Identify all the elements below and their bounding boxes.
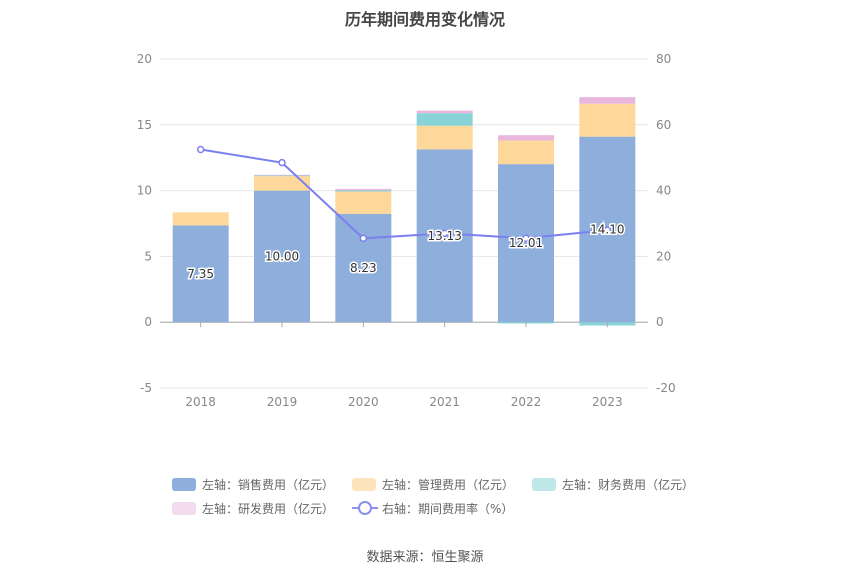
bar-admin-2019 [254, 176, 310, 191]
bar-rnd-2021 [416, 110, 473, 114]
legend-label-rate: 右轴：期间费用率（%） [382, 501, 514, 516]
bar-rnd-2023 [579, 97, 636, 104]
rate-point-2023 [603, 226, 612, 234]
data-label-2019: 10.00 [265, 249, 299, 263]
rate-point-2018 [196, 145, 205, 154]
bar-sales-2022 [498, 164, 554, 323]
legend-label-admin: 左轴：管理费用（亿元） [382, 477, 515, 492]
legend-label-finance: 左轴：财务费用（亿元） [562, 477, 695, 492]
legend-item-finance[interactable]: 左轴：财务费用（亿元） [532, 476, 694, 493]
bar-finance-2019 [254, 175, 310, 177]
x-tick-label: 2021 [429, 395, 460, 409]
right-tick-label: 60 [656, 118, 671, 132]
bar-finance-2021 [416, 113, 473, 126]
left-tick-label: 0 [144, 315, 152, 329]
chart-canvas: -5 0 5 10 15 20 -20 0 20 40 60 80 2018 2019 2020 2021 20… [137, 52, 676, 409]
x-tick-label: 2020 [348, 395, 379, 409]
x-tick-label: 2019 [267, 395, 298, 409]
left-tick-label: 20 [137, 52, 152, 66]
chart-title: 历年期间费用变化情况 [344, 10, 505, 29]
bar-sales-2020 [335, 213, 392, 323]
rate-point-2021 [440, 229, 449, 238]
legend: 左轴：销售费用（亿元） 左轴：管理费用（亿元） 左轴：财务费用（亿元） 左轴：研… [172, 472, 694, 520]
legend-label-rnd: 左轴：研发费用（亿元） [202, 501, 335, 516]
right-tick-label: 0 [656, 315, 664, 329]
left-tick-label: 15 [137, 118, 152, 132]
legend-label-sales: 左轴：销售费用（亿元） [202, 477, 335, 492]
legend-swatch-admin [352, 477, 377, 491]
bar-admin-2018 [172, 212, 229, 226]
x-tick-label: 2022 [511, 395, 542, 409]
bar-admin-2021 [416, 125, 473, 150]
bar-admin-2020 [335, 191, 392, 214]
rate-point-2022 [522, 234, 530, 243]
data-source: 数据来源：恒生聚源 [366, 550, 484, 565]
rate-point-2019 [278, 158, 286, 167]
legend-item-sales[interactable]: 左轴：销售费用（亿元） [172, 476, 334, 493]
bar-rnd-2019 [254, 174, 310, 176]
bar-rnd-2020 [335, 188, 392, 191]
right-tick-label: -20 [656, 381, 676, 395]
left-tick-label: 5 [144, 249, 152, 263]
legend-swatch-sales [172, 477, 196, 491]
right-tick-label: 20 [656, 249, 671, 263]
bar-rnd-2022 [498, 135, 554, 141]
legend-swatch-rnd [172, 501, 196, 515]
legend-swatch-rate [352, 501, 379, 515]
left-tick-label: 10 [137, 184, 152, 198]
legend-item-rate[interactable]: 右轴：期间费用率（%） [352, 500, 513, 517]
legend-item-admin[interactable]: 左轴：管理费用（亿元） [352, 476, 514, 493]
right-tick-label: 80 [656, 52, 671, 66]
legend-item-rnd[interactable]: 左轴：研发费用（亿元） [172, 500, 334, 517]
rate-point-2020 [359, 234, 368, 243]
right-tick-label: 40 [656, 184, 671, 198]
bar-sales-2019 [254, 190, 310, 323]
left-tick-label: -5 [140, 381, 152, 395]
bar-finance-2020 [335, 190, 392, 192]
data-label-2021: 13.13 [427, 229, 461, 243]
legend-swatch-finance [532, 477, 557, 491]
data-label-2023: 14.10 [590, 222, 624, 236]
data-label-2020: 8.23 [350, 261, 377, 275]
bar-admin-2023 [579, 103, 636, 137]
x-tick-label: 2023 [592, 395, 623, 409]
x-tick-label: 2018 [185, 395, 216, 409]
bar-sales-2018 [172, 225, 229, 323]
data-label-2018: 7.35 [187, 267, 214, 281]
rate-line [200, 148, 608, 240]
bar-admin-2022 [498, 140, 554, 165]
data-label-2022: 12.01 [509, 236, 543, 250]
